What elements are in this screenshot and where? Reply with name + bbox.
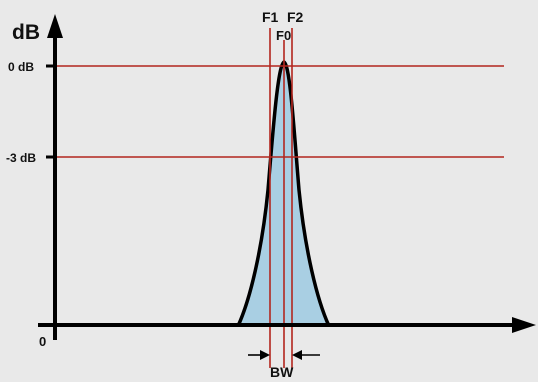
bw-arrow-left-icon	[292, 350, 302, 360]
y-axis-label: dB	[12, 21, 40, 44]
x-axis-arrow-icon	[512, 317, 536, 333]
f2-label: F2	[287, 9, 304, 25]
zero-db-label: 0 dB	[8, 60, 34, 74]
origin-label: 0	[39, 334, 46, 349]
f1-label: F1	[262, 9, 279, 25]
bw-arrow-right-icon	[260, 350, 270, 360]
f0-label: F0	[276, 28, 291, 43]
bandwidth-label: BW	[270, 364, 294, 380]
y-axis-arrow-icon	[47, 14, 63, 38]
minus-3db-label: -3 dB	[6, 151, 36, 165]
